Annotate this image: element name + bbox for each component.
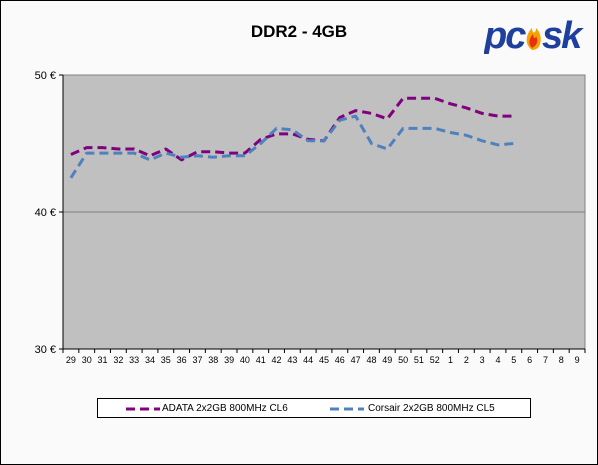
y-tick-label: 50 €: [35, 70, 56, 82]
x-tick-label: 32: [113, 355, 123, 365]
x-tick-label: 48: [366, 355, 376, 365]
chart-title: DDR2 - 4GB: [250, 22, 348, 41]
x-tick-label: 2: [464, 355, 469, 365]
x-tick-label: 42: [272, 355, 282, 365]
x-tick-label: 1: [448, 355, 453, 365]
x-tick-label: 4: [495, 355, 500, 365]
x-tick-label: 45: [319, 355, 329, 365]
x-tick-label: 51: [414, 355, 424, 365]
chart-legend: ADATA 2x2GB 800MHz CL6 Corsair 2x2GB 800M…: [97, 398, 531, 418]
x-tick-label: 36: [177, 355, 187, 365]
x-tick-label: 8: [559, 355, 564, 365]
series-line-corsair: [69, 114, 514, 179]
x-tick-label: 37: [192, 355, 202, 365]
legend-swatch: [126, 407, 160, 411]
x-tick-label: 44: [303, 355, 313, 365]
x-tick-label: 3: [480, 355, 485, 365]
x-tick-label: 52: [430, 355, 440, 365]
x-tick-label: 33: [129, 355, 139, 365]
x-tick-label: 29: [66, 355, 76, 365]
svg-text:pc: pc: [484, 15, 526, 54]
x-tick-label: 50: [398, 355, 408, 365]
svg-text:sk: sk: [542, 15, 584, 54]
pcsk-logo: pc sk: [484, 15, 586, 54]
x-tick-label: 34: [145, 355, 155, 365]
x-tick-label: 39: [224, 355, 234, 365]
legend-label: Corsair 2x2GB 800MHz CL5: [368, 403, 495, 414]
x-tick-label: 38: [208, 355, 218, 365]
x-tick-label: 41: [256, 355, 266, 365]
x-tick-label: 47: [351, 355, 361, 365]
x-tick-label: 43: [287, 355, 297, 365]
x-tick-label: 5: [511, 355, 516, 365]
x-tick-label: 46: [335, 355, 345, 365]
x-tick-label: 40: [240, 355, 250, 365]
y-tick-label: 40 €: [35, 207, 56, 219]
x-tick-label: 7: [543, 355, 548, 365]
x-tick-label: 49: [382, 355, 392, 365]
y-tick-label: 30 €: [35, 344, 56, 356]
x-tick-label: 6: [527, 355, 532, 365]
x-tick-label: 31: [98, 355, 108, 365]
x-tick-label: 35: [161, 355, 171, 365]
x-tick-label: 30: [82, 355, 92, 365]
legend-item: Corsair 2x2GB 800MHz CL5: [98, 401, 530, 417]
legend-label: ADATA 2x2GB 800MHz CL6: [162, 403, 288, 414]
series-line-adata: [70, 96, 514, 162]
legend-swatch: [330, 407, 364, 411]
legend-item: ADATA 2x2GB 800MHz CL6: [98, 401, 530, 417]
x-tick-label: 9: [575, 355, 580, 365]
